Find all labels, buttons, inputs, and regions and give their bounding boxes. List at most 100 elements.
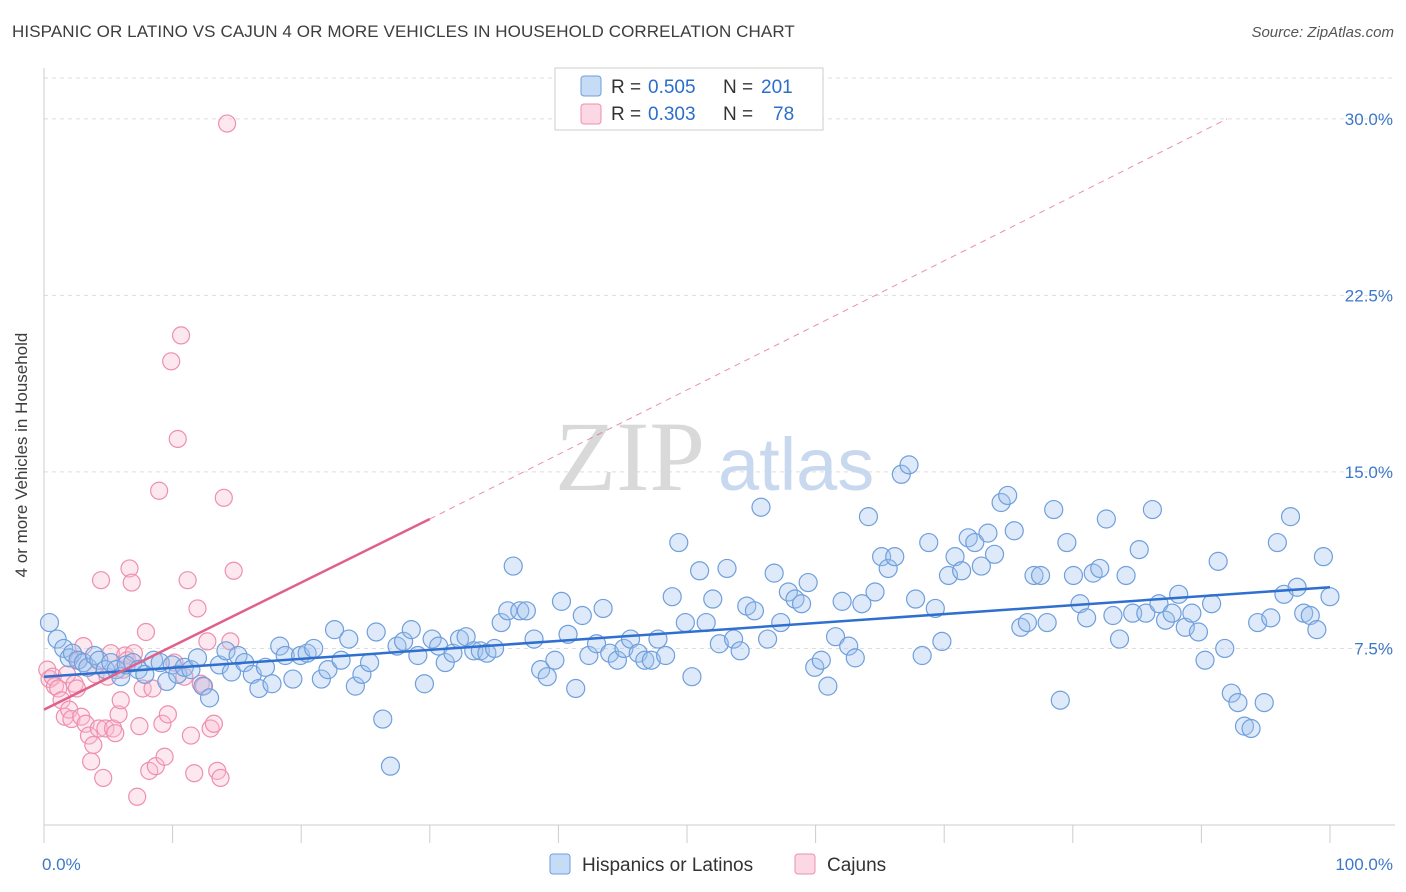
hispanic-point-192 [1313,547,1334,567]
axes [43,68,1395,843]
hispanic-point-165 [1136,603,1156,623]
watermark-zip: ZIP [555,401,705,512]
hispanic-point-104 [730,641,750,661]
hispanic-point-53 [380,756,401,776]
cajun-point-55 [188,599,207,618]
hispanic-point-91 [641,650,661,670]
hispanic-point-150 [1037,612,1057,633]
cajun-point-21 [91,571,111,590]
hispanic-point-26 [193,676,213,696]
hispanic-point-175 [1201,594,1222,614]
cajun-point-27 [106,724,125,743]
cajuns-trend-line [43,517,431,711]
cajun-point-29 [111,691,130,710]
legend-n-label-2: N = [723,104,753,125]
hispanic-point-31 [228,645,248,666]
cajun-point-44 [153,714,172,733]
cajun-point-50 [171,326,191,345]
cajuns-points [38,114,243,806]
hispanic-point-46 [331,650,351,670]
hispanic-point-184 [1261,608,1281,628]
hispanic-point-191 [1307,620,1327,640]
hispanic-point-126 [878,558,898,579]
hispanic-point-58 [414,674,435,694]
hispanic-point-44 [318,660,338,680]
y-tick-label-1: 15.0% [1345,463,1393,482]
bottom-legend-swatch-blue [549,853,571,875]
hispanic-point-0 [39,612,60,633]
y-tick-label-0: 7.5% [1354,639,1393,658]
hispanic-point-119 [832,591,852,611]
hispanic-point-76 [537,667,557,687]
source-label: Source: ZipAtlas.com [1251,24,1394,41]
hispanic-point-49 [352,664,372,684]
hispanic-point-177 [1215,638,1235,659]
hispanic-point-123 [858,507,879,527]
y-tick-label-3: 30.0% [1345,110,1393,129]
hispanic-point-111 [778,582,799,602]
watermark: ZIP atlas [555,401,874,512]
legend-r-value-2: 0.303 [648,104,696,125]
hispanic-point-143 [991,492,1011,513]
hispanic-point-173 [1188,622,1209,642]
hispanic-point-183 [1254,692,1274,713]
hispanic-point-161 [1109,629,1130,649]
hispanic-point-68 [484,638,505,659]
hispanic-point-29 [216,641,236,661]
hispanic-point-71 [503,556,523,576]
hispanic-point-109 [764,563,784,583]
hispanic-point-99 [696,612,716,633]
hispanic-point-82 [579,645,599,666]
hispanic-point-100 [703,589,723,609]
hispanic-point-95 [669,532,689,553]
hispanic-point-142 [984,544,1005,564]
hispanic-point-179 [1228,692,1248,713]
hispanic-point-74 [524,629,544,649]
hispanic-point-85 [600,643,620,663]
hispanic-point-47 [339,629,359,649]
hispanic-point-172 [1182,603,1202,623]
cajun-point-36 [128,787,147,806]
hispanic-point-139 [965,532,985,553]
hispanic-point-37 [270,636,290,656]
cajun-point-16 [79,726,99,745]
hispanics-trend-line [43,586,1331,678]
hispanic-point-73 [516,601,536,621]
hispanic-point-78 [551,591,572,611]
legend-n-value-1: 201 [761,77,793,98]
legend-swatch-blue [580,75,602,97]
hispanic-point-77 [545,650,565,670]
legend-r-label-2: R = [611,104,641,125]
chart-title: HISPANIC OR LATINO VS CAJUN 4 OR MORE VE… [12,22,795,41]
hispanic-point-93 [656,645,676,666]
cajun-point-23 [96,719,115,738]
cajun-point-53 [181,726,201,745]
hispanic-point-90 [635,650,655,670]
hispanic-point-133 [925,598,945,619]
hispanic-point-75 [531,660,551,680]
hispanic-point-39 [283,669,303,689]
cajun-point-43 [150,481,169,500]
hispanic-point-129 [899,455,919,475]
hispanic-point-69 [491,612,511,633]
legend-r-value-1: 0.505 [648,77,696,98]
legend: R = 0.505 N = 201 R = 0.303 N = 78 [554,67,824,131]
cajun-point-22 [94,768,113,788]
hispanic-point-1 [47,629,67,649]
bottom-legend-label-hispanics: Hispanics or Latinos [582,855,753,876]
hispanic-point-166 [1142,499,1162,520]
hispanic-point-96 [675,612,695,633]
hispanic-point-98 [690,561,710,581]
hispanic-point-153 [1057,532,1077,553]
hispanic-point-94 [662,587,682,607]
hispanic-point-145 [1004,521,1024,541]
cajun-point-39 [136,622,156,642]
hispanic-point-36 [262,674,282,694]
hispanic-point-9 [89,650,109,670]
cajun-point-34 [122,573,141,592]
hispanic-point-21 [162,655,182,675]
x-tick-label-min: 0.0% [42,855,81,874]
cajuns-trend-extension [429,118,1228,520]
hispanic-point-127 [885,547,905,567]
hispanic-point-164 [1129,539,1149,560]
